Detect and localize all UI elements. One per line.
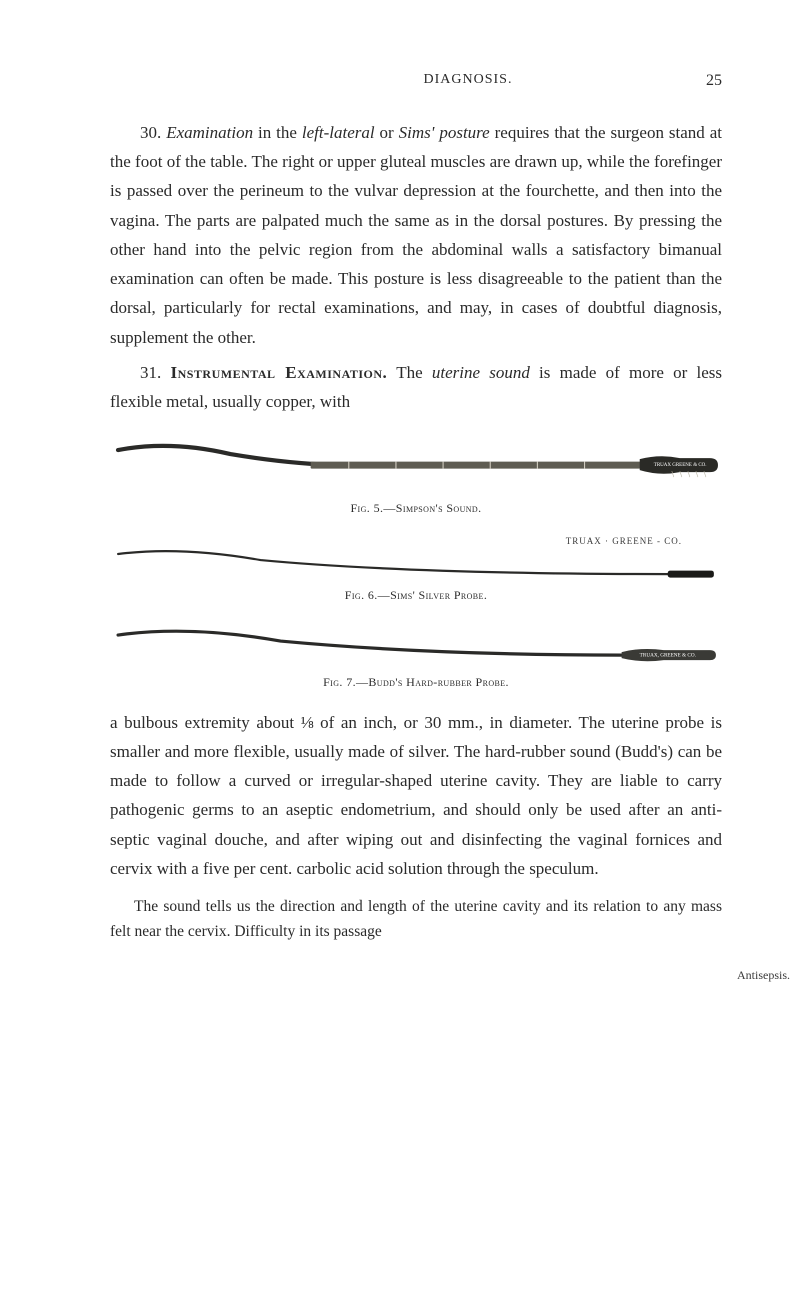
- para4-body: The sound tells us the direction and len…: [110, 898, 722, 939]
- sims-silver-probe-illustration: [110, 544, 722, 582]
- term-sims: Sims': [399, 123, 435, 142]
- fig7-brand-label: TRUAX, GREENE & CO.: [640, 652, 696, 658]
- term-left-lateral: left-lateral: [302, 123, 375, 142]
- section-number-30: 30.: [140, 123, 161, 142]
- section-number-31: 31.: [140, 363, 161, 382]
- fig6-caption-tail: —Sims' Silver Probe.: [378, 588, 488, 602]
- fig7-caption-tail: —Budd's Hard-rubber Probe.: [356, 675, 509, 689]
- figure-7-caption: Fig. 7.—Budd's Hard-rubber Probe.: [110, 675, 722, 690]
- figure-5: TRUAX GREENE & CO. Fig. 5.—Simpson's Sou…: [110, 436, 722, 515]
- fig5-caption-tail: —Simpson's Sound.: [383, 501, 481, 515]
- paragraph-instrument-continuation: a bulbous extremity about ⅛ of an inch, …: [110, 708, 722, 883]
- term-uterine-sound: uterine sound: [432, 363, 530, 382]
- fig5-caption-head: Fig. 5.: [350, 501, 383, 515]
- figure-6-caption: Fig. 6.—Sims' Silver Probe.: [110, 588, 722, 603]
- paragraph-sound-tells: The sound tells us the direction and len…: [110, 895, 722, 944]
- fig6-caption-head: Fig. 6.: [345, 588, 378, 602]
- fig7-caption-head: Fig. 7.: [323, 675, 356, 689]
- paragraph-31: 31. Instrumental Examination. The uterin…: [110, 358, 722, 416]
- simpsons-sound-illustration: TRUAX GREENE & CO.: [110, 436, 722, 494]
- text: or: [375, 123, 399, 142]
- page-number: 25: [706, 72, 722, 90]
- para3-body: a bulbous extremity about ⅛ of an inch, …: [110, 713, 722, 878]
- heading-instrumental-examination: Instrumental Examination.: [170, 363, 387, 382]
- text: The: [387, 363, 432, 382]
- term-posture: posture: [439, 123, 489, 142]
- para30-body: requires that the surgeon stand at the f…: [110, 123, 722, 347]
- figure-5-caption: Fig. 5.—Simpson's Sound.: [110, 501, 722, 516]
- text: in the: [253, 123, 302, 142]
- figure-6: TRUAX · GREENE - CO. Fig. 6.—Sims' Silve…: [110, 536, 722, 603]
- budds-hard-rubber-probe-illustration: TRUAX, GREENE & CO.: [110, 623, 722, 669]
- margin-note-antisepsis: Antisepsis.: [737, 968, 790, 983]
- paragraph-30: 30. Examination in the left-lateral or S…: [110, 118, 722, 352]
- page-header-row: DIAGNOSIS. 25: [110, 72, 722, 90]
- running-title: DIAGNOSIS.: [110, 72, 706, 90]
- fig5-brand-label: TRUAX GREENE & CO.: [654, 463, 707, 468]
- term-examination: Examination: [166, 123, 253, 142]
- figure-7: TRUAX, GREENE & CO. Fig. 7.—Budd's Hard-…: [110, 623, 722, 690]
